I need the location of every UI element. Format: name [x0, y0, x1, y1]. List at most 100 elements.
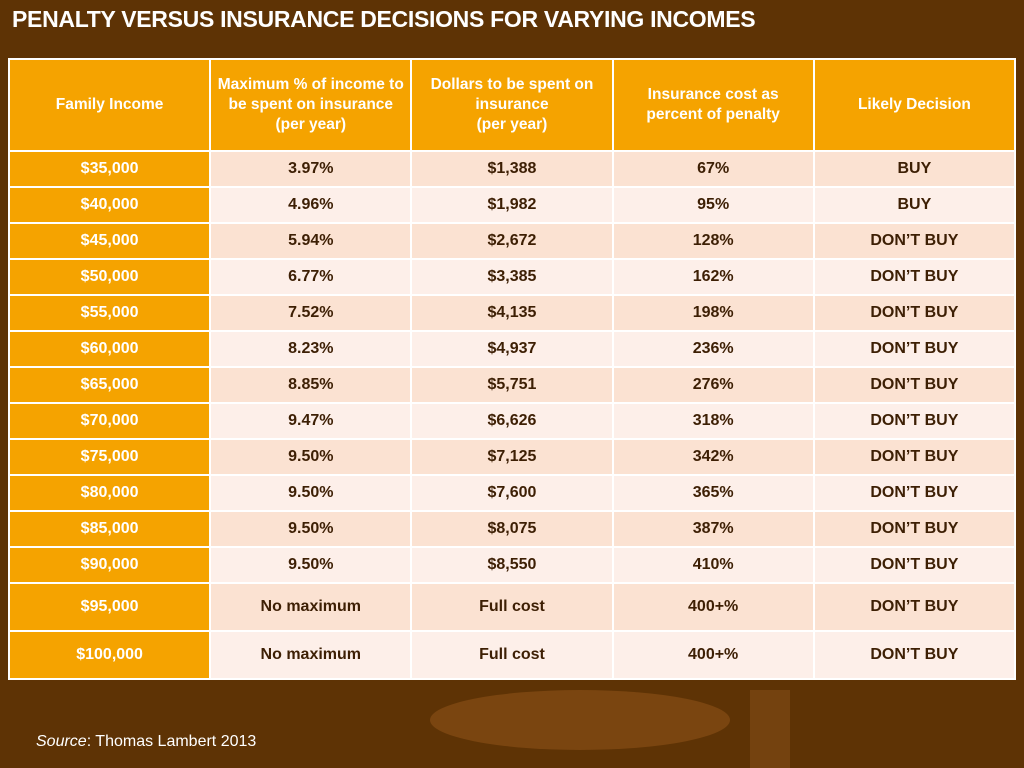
- table-cell: 236%: [611, 330, 815, 368]
- table-cell: DON’T BUY: [812, 222, 1017, 260]
- table-row: $40,000 4.96% $1,982 95% BUY: [7, 186, 1017, 224]
- source-text: : Thomas Lambert 2013: [86, 733, 257, 750]
- table-row: $95,000 No maximum Full cost 400+% DON’T BUY: [7, 582, 1017, 632]
- table-cell: $1,388: [410, 150, 614, 188]
- source-note: Source: Thomas Lambert 2013: [36, 733, 256, 751]
- table-cell: 128%: [611, 222, 815, 260]
- header-line: Insurance cost as percent of penalty: [646, 86, 780, 123]
- table-cell: 410%: [611, 546, 815, 584]
- table-row: $60,000 8.23% $4,937 236% DON’T BUY: [7, 330, 1017, 368]
- column-header: Insurance cost as percent of penalty: [611, 58, 815, 152]
- header-line: Family Income: [55, 96, 164, 113]
- table-row: $35,000 3.97% $1,388 67% BUY: [7, 150, 1017, 188]
- table-cell: BUY: [812, 186, 1017, 224]
- income-cell: $35,000: [7, 150, 212, 188]
- income-cell: $45,000: [7, 222, 212, 260]
- table-row: $85,000 9.50% $8,075 387% DON’T BUY: [7, 510, 1017, 548]
- background-decoration: [430, 690, 730, 750]
- table-row: $55,000 7.52% $4,135 198% DON’T BUY: [7, 294, 1017, 332]
- table-row: $70,000 9.47% $6,626 318% DON’T BUY: [7, 402, 1017, 440]
- slide-title: PENALTY VERSUS INSURANCE DECISIONS FOR V…: [12, 6, 756, 32]
- decision-table: Family Income Maximum % of income to be s…: [7, 58, 1017, 680]
- income-cell: $55,000: [7, 294, 212, 332]
- column-header: Maximum % of income to be spent on insur…: [209, 58, 413, 152]
- income-cell: $90,000: [7, 546, 212, 584]
- table-cell: 8.85%: [209, 366, 413, 404]
- table-cell: DON’T BUY: [812, 402, 1017, 440]
- table-body: $35,000 3.97% $1,388 67% BUY $40,000 4.96% $1,9…: [7, 150, 1017, 680]
- table-cell: 400+%: [611, 582, 815, 632]
- header-row: Family Income Maximum % of income to be s…: [7, 58, 1017, 152]
- table-cell: 387%: [611, 510, 815, 548]
- table-cell: 400+%: [611, 630, 815, 680]
- table-cell: DON’T BUY: [812, 366, 1017, 404]
- table-cell: 6.77%: [209, 258, 413, 296]
- table-cell: 365%: [611, 474, 815, 512]
- table-cell: DON’T BUY: [812, 330, 1017, 368]
- table-cell: 342%: [611, 438, 815, 476]
- table-cell: $7,600: [410, 474, 614, 512]
- header-line: (per year): [275, 116, 347, 133]
- table-cell: 9.50%: [209, 474, 413, 512]
- table-cell: DON’T BUY: [812, 258, 1017, 296]
- table-cell: 5.94%: [209, 222, 413, 260]
- table-cell: 198%: [611, 294, 815, 332]
- income-cell: $40,000: [7, 186, 212, 224]
- table-row: $90,000 9.50% $8,550 410% DON’T BUY: [7, 546, 1017, 584]
- background-decoration: [750, 690, 790, 768]
- table-cell: 4.96%: [209, 186, 413, 224]
- table-cell: No maximum: [209, 630, 413, 680]
- column-header: Likely Decision: [812, 58, 1017, 152]
- income-cell: $60,000: [7, 330, 212, 368]
- income-cell: $85,000: [7, 510, 212, 548]
- table-row: $80,000 9.50% $7,600 365% DON’T BUY: [7, 474, 1017, 512]
- table-cell: $3,385: [410, 258, 614, 296]
- table-cell: BUY: [812, 150, 1017, 188]
- table-cell: DON’T BUY: [812, 630, 1017, 680]
- table-cell: DON’T BUY: [812, 294, 1017, 332]
- table-cell: 9.50%: [209, 510, 413, 548]
- income-cell: $100,000: [7, 630, 212, 680]
- income-cell: $80,000: [7, 474, 212, 512]
- header-line: Dollars to be spent on insurance: [430, 76, 594, 113]
- table-row: $100,000 No maximum Full cost 400+% DON’T BU…: [7, 630, 1017, 680]
- table-cell: 9.50%: [209, 438, 413, 476]
- income-cell: $95,000: [7, 582, 212, 632]
- table-row: $50,000 6.77% $3,385 162% DON’T BUY: [7, 258, 1017, 296]
- table-cell: 162%: [611, 258, 815, 296]
- table-cell: DON’T BUY: [812, 546, 1017, 584]
- table-cell: No maximum: [209, 582, 413, 632]
- table-cell: 95%: [611, 186, 815, 224]
- column-header: Dollars to be spent on insurance (per yea…: [410, 58, 614, 152]
- source-label: Source: [36, 733, 87, 750]
- table-cell: $4,135: [410, 294, 614, 332]
- table-cell: Full cost: [410, 630, 614, 680]
- table-cell: 9.47%: [209, 402, 413, 440]
- header-line: Likely Decision: [857, 96, 971, 113]
- income-cell: $65,000: [7, 366, 212, 404]
- income-cell: $75,000: [7, 438, 212, 476]
- table-cell: Full cost: [410, 582, 614, 632]
- table-cell: DON’T BUY: [812, 474, 1017, 512]
- table-cell: $2,672: [410, 222, 614, 260]
- table-row: $45,000 5.94% $2,672 128% DON’T BUY: [7, 222, 1017, 260]
- table-cell: 276%: [611, 366, 815, 404]
- income-cell: $70,000: [7, 402, 212, 440]
- table-cell: $5,751: [410, 366, 614, 404]
- table-cell: 318%: [611, 402, 815, 440]
- table-cell: 67%: [611, 150, 815, 188]
- table-cell: 8.23%: [209, 330, 413, 368]
- table-cell: 9.50%: [209, 546, 413, 584]
- table-cell: $8,075: [410, 510, 614, 548]
- table-cell: $1,982: [410, 186, 614, 224]
- table-cell: $8,550: [410, 546, 614, 584]
- header-line: Maximum % of income to be spent on insur…: [217, 76, 404, 113]
- header-line: (per year): [476, 116, 548, 133]
- table-row: $75,000 9.50% $7,125 342% DON’T BUY: [7, 438, 1017, 476]
- column-header: Family Income: [7, 58, 212, 152]
- table-cell: $4,937: [410, 330, 614, 368]
- table-cell: 3.97%: [209, 150, 413, 188]
- income-cell: $50,000: [7, 258, 212, 296]
- table-cell: DON’T BUY: [812, 582, 1017, 632]
